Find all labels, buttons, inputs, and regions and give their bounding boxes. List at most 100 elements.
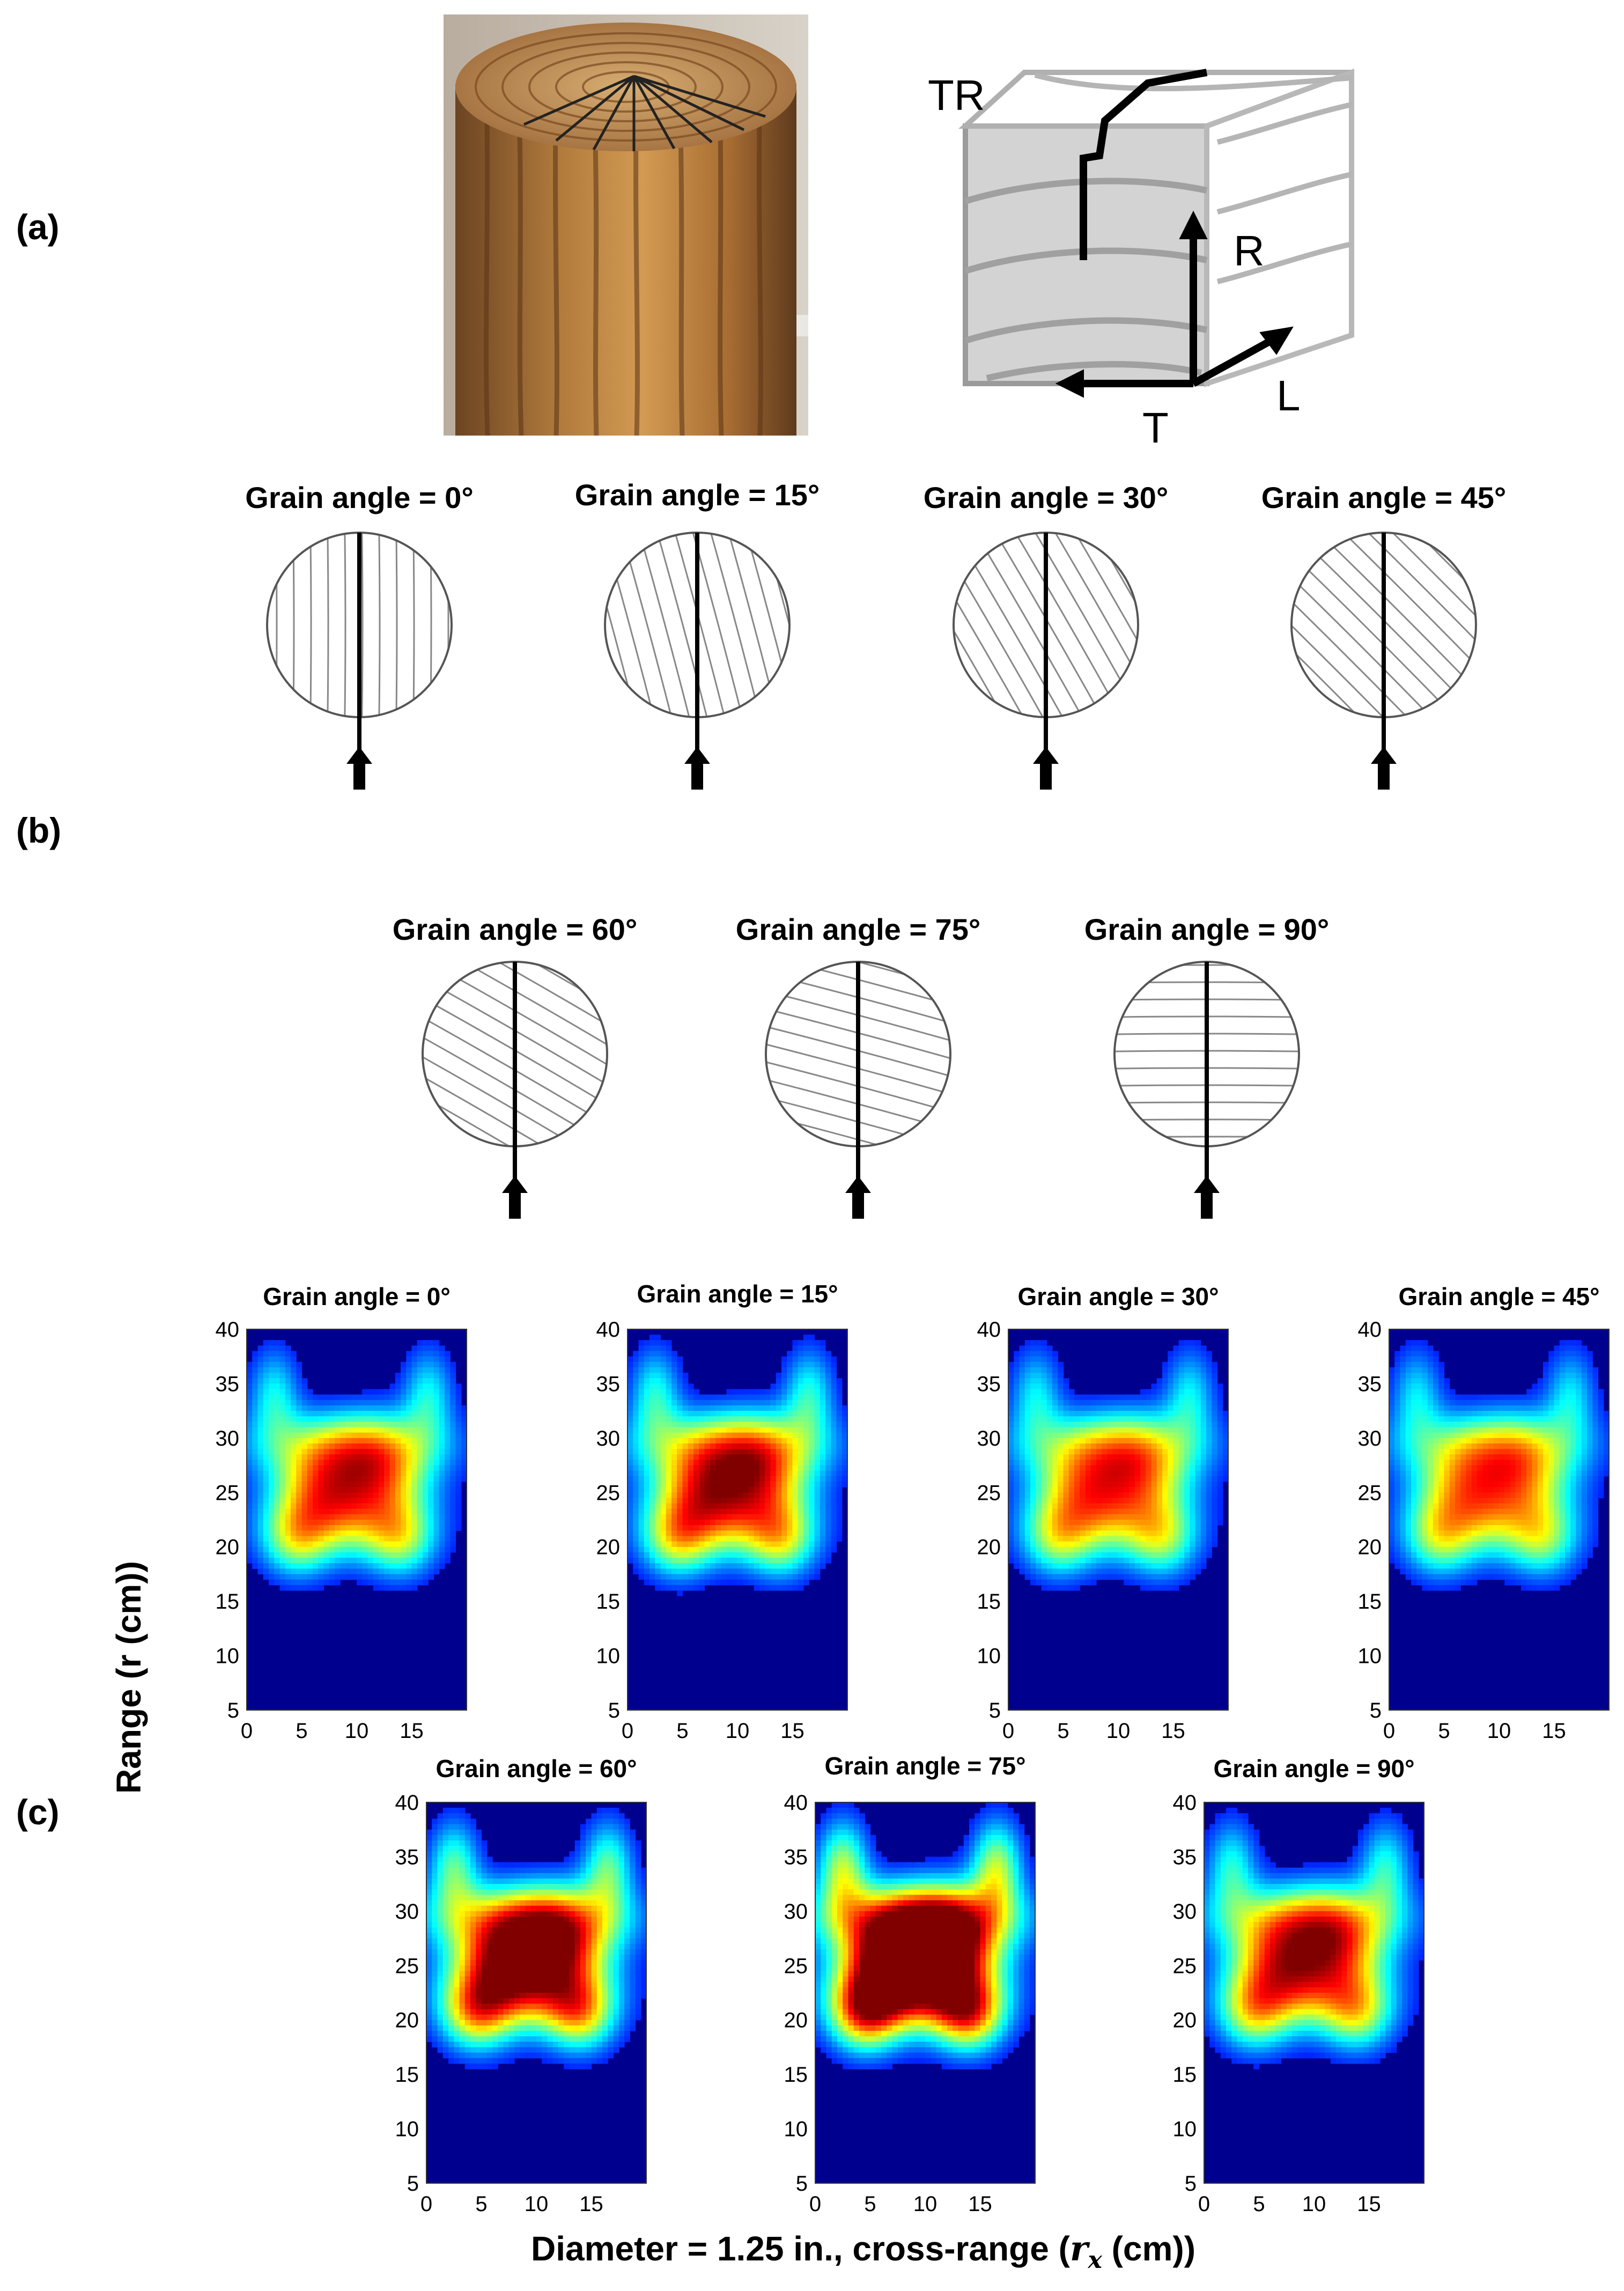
y-tick-label: 40 [395, 1794, 419, 1815]
y-tick-label: 25 [395, 1954, 419, 1978]
x-tick-label: 0 [622, 1719, 633, 1742]
x-tick-label: 0 [809, 2192, 821, 2215]
x-tick-label: 0 [241, 1719, 253, 1742]
x-tick-label: 0 [1002, 1719, 1014, 1742]
x-tick-label: 5 [1253, 2192, 1265, 2215]
y-tick-label: 15 [395, 2063, 419, 2087]
label-l: L [1276, 372, 1301, 419]
x-tick-label: 15 [780, 1719, 804, 1742]
grain-diagram-title: Grain angle = 45° [1261, 481, 1507, 514]
heatmap-title: Grain angle = 0° [263, 1283, 451, 1310]
x-axis-label: Diameter = 1.25 in., cross-range (rx (cm… [531, 2229, 1195, 2274]
panel-label-b: (b) [16, 811, 62, 850]
y-tick-label: 10 [596, 1645, 621, 1668]
y-tick-label: 15 [1173, 2063, 1197, 2087]
grain-lines [605, 533, 789, 717]
y-axis-label: Range (r (cm)) [109, 1561, 148, 1794]
x-tick-label: 0 [420, 2192, 432, 2215]
label-t: T [1142, 404, 1169, 452]
y-tick-label: 35 [784, 1845, 808, 1869]
y-tick-label: 25 [216, 1481, 240, 1505]
heatmap-cells [1204, 1808, 1424, 2069]
y-tick-label: 15 [977, 1590, 1001, 1614]
y-tick-label: 20 [1358, 1536, 1382, 1559]
heatmap-cells [815, 1802, 1036, 2069]
y-tick-label: 35 [1173, 1845, 1197, 1869]
y-tick-label: 10 [1173, 2118, 1197, 2141]
y-tick-label: 25 [596, 1481, 621, 1505]
y-tick-label: 5 [407, 2172, 419, 2196]
y-tick-label: 5 [796, 2172, 808, 2196]
heatmap-title: Grain angle = 30° [1017, 1283, 1219, 1310]
heatmap-title: Grain angle = 75° [824, 1752, 1026, 1780]
y-tick-label: 40 [216, 1321, 240, 1342]
x-tick-label: 5 [864, 2192, 876, 2215]
x-tick-label: 15 [968, 2192, 992, 2215]
x-tick-label: 10 [1487, 1719, 1511, 1742]
grain-diagram [953, 532, 1139, 790]
x-axis-label-prefix: Diameter = 1.25 in., cross-range ( [531, 2229, 1070, 2268]
y-tick-label: 40 [784, 1794, 808, 1815]
x-axis-label-suffix: (cm)) [1102, 2229, 1196, 2268]
y-tick-label: 5 [608, 1699, 620, 1722]
y-tick-label: 10 [216, 1645, 240, 1668]
y-tick-label: 15 [784, 2063, 808, 2087]
grain-diagram-title: Grain angle = 75° [735, 912, 981, 946]
y-tick-label: 35 [395, 1845, 419, 1869]
y-tick-label: 30 [1173, 1900, 1197, 1924]
grain-lines [272, 533, 449, 717]
y-tick-label: 30 [784, 1900, 808, 1924]
wood-dowel-photo [444, 14, 808, 436]
x-tick-label: 5 [676, 1719, 688, 1742]
y-tick-label: 10 [977, 1645, 1001, 1668]
y-tick-label: 35 [216, 1372, 240, 1396]
y-tick-label: 40 [977, 1321, 1001, 1342]
x-tick-label: 15 [1542, 1719, 1566, 1742]
y-tick-label: 10 [395, 2118, 419, 2141]
grain-diagram-title: Grain angle = 60° [392, 912, 638, 946]
y-tick-label: 30 [1358, 1427, 1382, 1450]
impact-arrow-icon [346, 747, 372, 790]
grain-diagram-title: Grain angle = 90° [1084, 912, 1330, 946]
y-tick-label: 15 [596, 1590, 621, 1614]
grain-diagram-title: Grain angle = 15° [574, 478, 820, 512]
heatmap-title: Grain angle = 60° [435, 1755, 637, 1782]
x-tick-label: 10 [1302, 2192, 1326, 2215]
y-tick-label: 20 [596, 1536, 621, 1559]
impact-arrow-icon [684, 747, 710, 790]
label-tr: TR [928, 71, 985, 119]
y-tick-label: 20 [784, 2009, 808, 2032]
heatmap-cells [1008, 1340, 1229, 1591]
y-tick-label: 10 [1358, 1645, 1382, 1668]
y-tick-label: 25 [784, 1954, 808, 1978]
y-tick-label: 25 [1358, 1481, 1382, 1505]
heatmap-title: Grain angle = 45° [1398, 1283, 1600, 1310]
x-tick-label: 10 [345, 1719, 369, 1742]
x-axis-label-sub: x [1088, 2246, 1102, 2274]
y-tick-label: 20 [395, 2009, 419, 2032]
y-tick-label: 15 [1358, 1590, 1382, 1614]
heatmap-title: Grain angle = 90° [1213, 1755, 1415, 1782]
tr-crack-line [1080, 69, 1208, 260]
heatmap-cells [426, 1808, 647, 2069]
y-tick-label: 15 [216, 1590, 240, 1614]
grain-diagram [1290, 532, 1477, 790]
y-tick-label: 20 [977, 1536, 1001, 1559]
heatmap-title: Grain angle = 15° [637, 1280, 838, 1308]
y-tick-label: 35 [596, 1372, 621, 1396]
y-tick-label: 30 [395, 1900, 419, 1924]
x-tick-label: 0 [1198, 2192, 1210, 2215]
y-tick-label: 30 [977, 1427, 1001, 1450]
x-tick-label: 10 [913, 2192, 938, 2215]
y-tick-label: 30 [596, 1427, 621, 1450]
x-axis-label-var: r [1069, 2229, 1088, 2269]
grain-diagram-title: Grain angle = 0° [245, 481, 474, 514]
x-tick-label: 15 [400, 1719, 424, 1742]
panel-label-c: (c) [16, 1792, 60, 1832]
y-tick-label: 40 [1173, 1794, 1197, 1815]
y-tick-label: 20 [1173, 2009, 1197, 2032]
